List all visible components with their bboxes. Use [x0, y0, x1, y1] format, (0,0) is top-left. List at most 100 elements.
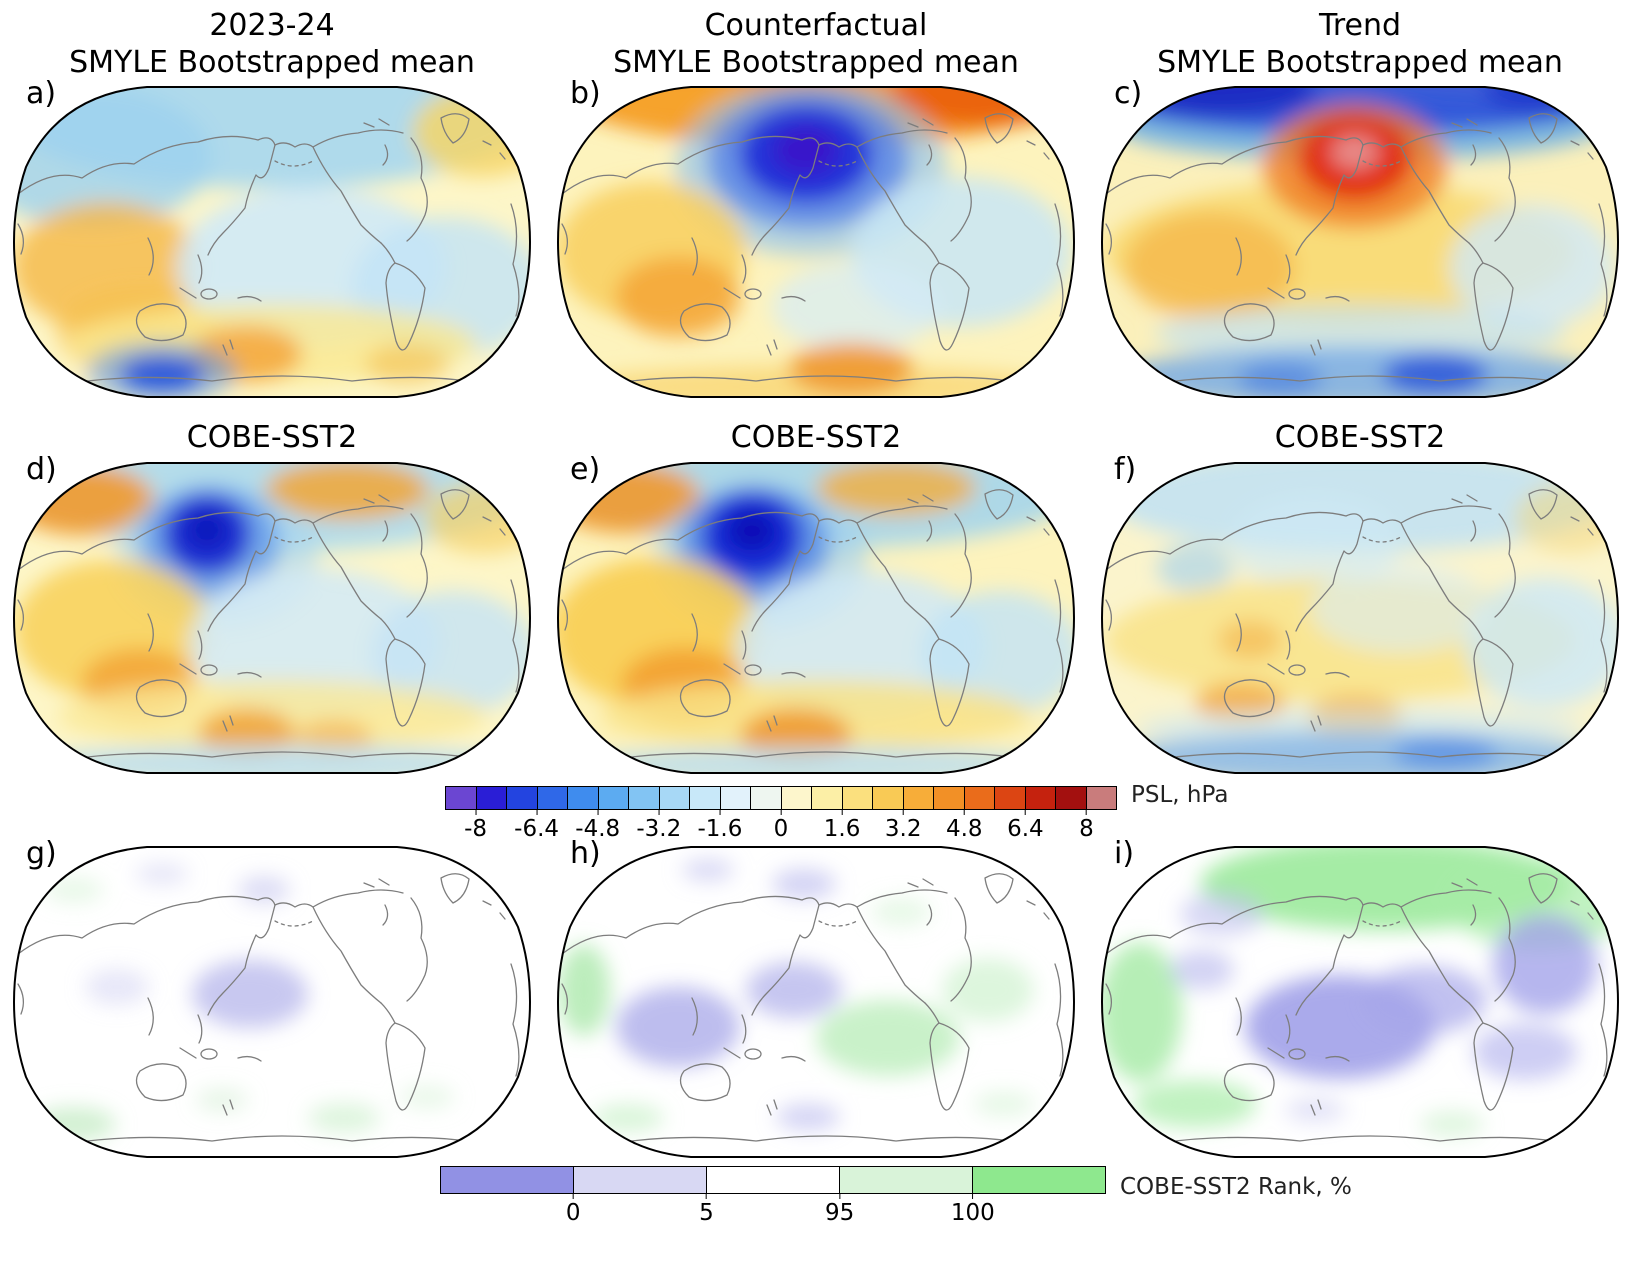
map-outline	[12, 846, 532, 1158]
colorbar-tick: -8	[464, 810, 487, 842]
colorbar-segment	[903, 787, 934, 809]
panel-label-g: g)	[26, 836, 57, 871]
map-panel-a	[12, 86, 532, 398]
colorbar-segment	[842, 787, 873, 809]
map-outline	[556, 846, 1076, 1158]
colorbar-segment	[568, 787, 599, 809]
colorbar-segment	[707, 1167, 840, 1193]
colorbar-tick: 100	[951, 1194, 995, 1226]
column-subtitle: SMYLE Bootstrapped mean	[1157, 44, 1563, 80]
colorbar-segment	[1086, 787, 1116, 809]
column-header-trend: Trend SMYLE Bootstrapped mean	[1088, 8, 1632, 81]
map-panel-i	[1100, 846, 1620, 1158]
colorbar-segment	[476, 787, 507, 809]
colorbar-tick: 3.2	[885, 810, 922, 842]
map-outline	[1100, 462, 1620, 774]
row2-title: COBE-SST2	[730, 420, 902, 455]
colorbar-segment	[781, 787, 812, 809]
colorbar-tick: -3.2	[636, 810, 681, 842]
map-panel-f	[1100, 462, 1620, 774]
map-panel-g	[12, 846, 532, 1158]
panel-d: d)	[0, 452, 544, 778]
psl-colorbar: -8 -6.4 -4.8 -3.2 -1.6 0 1.6 3.2 4.8 6.4 8 PSL, hP…	[445, 782, 1228, 846]
colorbar-tick: -1.6	[697, 810, 742, 842]
colorbar-segment	[1025, 787, 1056, 809]
panel-h: h)	[544, 836, 1088, 1162]
panel-label-b: b)	[570, 76, 601, 111]
colorbar-tick: -6.4	[514, 810, 559, 842]
colorbar-segment	[995, 787, 1026, 809]
column-title: Counterfactual	[704, 8, 928, 43]
panel-c: c)	[1088, 76, 1632, 402]
column-title: Trend	[1318, 8, 1402, 43]
map-outline	[12, 462, 532, 774]
map-outline	[12, 86, 532, 398]
panel-a: a)	[0, 76, 544, 402]
row2-header-1: COBE-SST2	[0, 420, 544, 457]
colorbar-tick: -4.8	[575, 810, 620, 842]
colorbar-segment	[574, 1167, 707, 1193]
panel-label-a: a)	[26, 76, 57, 111]
colorbar-segment	[537, 787, 568, 809]
map-panel-h	[556, 846, 1076, 1158]
map-panel-d	[12, 462, 532, 774]
map-panel-e	[556, 462, 1076, 774]
panel-e: e)	[544, 452, 1088, 778]
psl-colorbar-label: PSL, hPa	[1131, 782, 1229, 808]
map-outline	[556, 462, 1076, 774]
panel-i: i)	[1088, 836, 1632, 1162]
colorbar-segment	[873, 787, 904, 809]
psl-colorbar-ticks: -8 -6.4 -4.8 -3.2 -1.6 0 1.6 3.2 4.8 6.4 8	[445, 810, 1117, 846]
panel-label-f: f)	[1114, 452, 1137, 487]
colorbar-tick: 0	[566, 1194, 581, 1226]
row2-title: COBE-SST2	[1274, 420, 1446, 455]
colorbar-segment	[629, 787, 660, 809]
colorbar-tick: 95	[825, 1194, 854, 1226]
panel-label-i: i)	[1114, 836, 1135, 871]
column-header-counterfactual: Counterfactual SMYLE Bootstrapped mean	[544, 8, 1088, 81]
colorbar-segment	[840, 1167, 973, 1193]
column-header-2023-24: 2023-24 SMYLE Bootstrapped mean	[0, 8, 544, 81]
colorbar-tick: 1.6	[824, 810, 861, 842]
panel-f: f)	[1088, 452, 1632, 778]
map-outline	[556, 86, 1076, 398]
panel-label-c: c)	[1114, 76, 1143, 111]
rank-colorbar-ticks: 0 5 95 100	[440, 1194, 1106, 1230]
map-panel-b	[556, 86, 1076, 398]
colorbar-segment	[720, 787, 751, 809]
rank-colorbar: 0 5 95 100 COBE-SST2 Rank, %	[440, 1166, 1352, 1230]
panel-b: b)	[544, 76, 1088, 402]
colorbar-segment	[659, 787, 690, 809]
colorbar-segment	[507, 787, 538, 809]
colorbar-segment	[812, 787, 843, 809]
colorbar-segment	[598, 787, 629, 809]
colorbar-tick: 4.8	[946, 810, 983, 842]
colorbar-tick: 6.4	[1007, 810, 1044, 842]
panel-label-e: e)	[570, 452, 601, 487]
panel-label-d: d)	[26, 452, 57, 487]
colorbar-tick: 0	[774, 810, 789, 842]
map-outline	[1100, 86, 1620, 398]
colorbar-segment	[973, 1167, 1105, 1193]
colorbar-tick: 5	[699, 1194, 714, 1226]
row2-title: COBE-SST2	[186, 420, 358, 455]
panel-g: g)	[0, 836, 544, 1162]
row2-header-3: COBE-SST2	[1088, 420, 1632, 457]
column-title: 2023-24	[209, 8, 335, 43]
column-subtitle: SMYLE Bootstrapped mean	[613, 44, 1019, 80]
psl-colorbar-bar	[445, 786, 1117, 810]
rank-colorbar-label: COBE-SST2 Rank, %	[1120, 1174, 1352, 1200]
map-panel-c	[1100, 86, 1620, 398]
colorbar-segment	[1056, 787, 1087, 809]
panel-label-h: h)	[570, 836, 601, 871]
column-subtitle: SMYLE Bootstrapped mean	[69, 44, 475, 80]
rank-colorbar-bar	[440, 1166, 1106, 1194]
colorbar-segment	[934, 787, 965, 809]
colorbar-tick: 8	[1079, 810, 1094, 842]
colorbar-segment	[441, 1167, 574, 1193]
colorbar-segment	[446, 787, 477, 809]
row2-header-2: COBE-SST2	[544, 420, 1088, 457]
colorbar-segment	[690, 787, 721, 809]
colorbar-segment	[964, 787, 995, 809]
